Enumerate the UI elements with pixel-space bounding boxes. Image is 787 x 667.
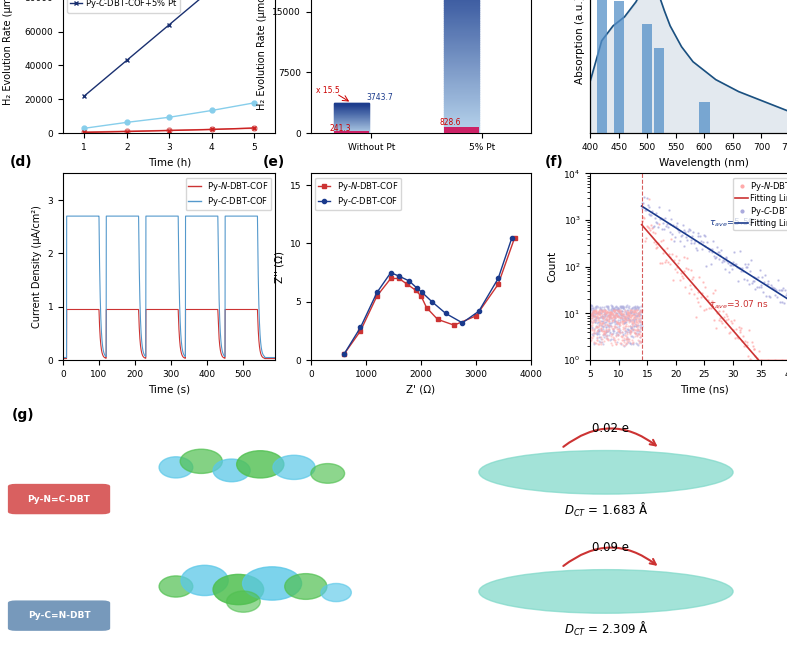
Bar bbox=[444, 127, 479, 133]
Bar bbox=[653, 48, 664, 133]
Py-$N$-DBT-COF bbox=[403, 280, 412, 288]
Text: $D_{CT}$ = 1.683 Å: $D_{CT}$ = 1.683 Å bbox=[563, 501, 648, 519]
Py-$C$-DBT-COF bbox=[412, 284, 421, 292]
Py-$C$-DBT-COF bbox=[386, 269, 395, 277]
Y-axis label: H₂ Evolution Rate (μmol/g/h): H₂ Evolution Rate (μmol/g/h) bbox=[257, 0, 267, 110]
Py-$N$-DBT-COF bbox=[356, 327, 365, 335]
Text: (e): (e) bbox=[262, 155, 285, 169]
Py-$N$-DBT-COF bbox=[471, 312, 481, 320]
Text: x 15.5: x 15.5 bbox=[316, 86, 340, 95]
Text: 241.3: 241.3 bbox=[330, 123, 351, 133]
FancyBboxPatch shape bbox=[8, 600, 110, 631]
X-axis label: Z' (Ω): Z' (Ω) bbox=[406, 384, 436, 394]
Text: $\tau_{ave}$=3.07 ns: $\tau_{ave}$=3.07 ns bbox=[709, 299, 768, 311]
Py-$N$-DBT-COF bbox=[433, 315, 442, 323]
Py-$N$-DBT-COF bbox=[386, 275, 395, 283]
Bar bbox=[642, 25, 652, 133]
Py-$C$-DBT-COF bbox=[474, 307, 483, 315]
Ellipse shape bbox=[237, 451, 284, 478]
Py-$N$-DBT-COF bbox=[339, 350, 349, 358]
Legend: Py-$N$-DBT-COF, Py-$C$-DBT-COF: Py-$N$-DBT-COF, Py-$C$-DBT-COF bbox=[315, 177, 401, 210]
Ellipse shape bbox=[213, 459, 250, 482]
Ellipse shape bbox=[159, 576, 193, 597]
Text: (d): (d) bbox=[9, 155, 32, 169]
Text: 0.02 e: 0.02 e bbox=[592, 422, 629, 436]
Text: 3743.7: 3743.7 bbox=[366, 93, 393, 102]
FancyBboxPatch shape bbox=[8, 484, 110, 514]
Ellipse shape bbox=[227, 591, 260, 612]
Py-$C$-DBT-COF bbox=[441, 309, 450, 317]
Py-$C$-DBT-COF bbox=[394, 272, 404, 280]
Py-$C$-DBT-COF bbox=[493, 275, 503, 283]
Py-$N$-DBT-COF bbox=[372, 292, 382, 300]
Py-$N$-DBT-COF bbox=[422, 303, 431, 311]
Ellipse shape bbox=[285, 574, 327, 600]
Y-axis label: Absorption (a.u.): Absorption (a.u.) bbox=[575, 0, 585, 84]
Line: Py-$N$-DBT-COF: Py-$N$-DBT-COF bbox=[342, 235, 517, 356]
Text: (f): (f) bbox=[545, 155, 563, 169]
Ellipse shape bbox=[321, 584, 351, 602]
Py-$C$-DBT-COF bbox=[417, 289, 427, 297]
Bar bbox=[597, 0, 607, 133]
Py-$N$-DBT-COF bbox=[449, 321, 459, 329]
Bar bbox=[699, 102, 710, 133]
Y-axis label: Current Density (μA/cm²): Current Density (μA/cm²) bbox=[32, 205, 42, 328]
Bar bbox=[614, 1, 624, 133]
Legend: Py-$N$-DBT-COF, Fitting Line, Py-$C$-DBT-COF, Fitting Line: Py-$N$-DBT-COF, Fitting Line, Py-$C$-DBT… bbox=[733, 177, 787, 230]
Y-axis label: Z'' (Ω): Z'' (Ω) bbox=[274, 251, 284, 283]
Py-$N$-DBT-COF bbox=[416, 292, 426, 300]
Py-$C$-DBT-COF bbox=[508, 233, 517, 241]
Py-$N$-DBT-COF bbox=[493, 280, 503, 288]
Ellipse shape bbox=[159, 457, 193, 478]
Legend: Py-$N$-DBT-COF, Py-$C$-DBT-COF: Py-$N$-DBT-COF, Py-$C$-DBT-COF bbox=[186, 177, 272, 210]
Py-$C$-DBT-COF bbox=[356, 323, 365, 331]
X-axis label: Wavelength (nm): Wavelength (nm) bbox=[660, 157, 749, 167]
Text: Py-C=N-DBT: Py-C=N-DBT bbox=[28, 611, 91, 620]
Ellipse shape bbox=[180, 449, 223, 474]
Ellipse shape bbox=[181, 566, 228, 596]
Py-$N$-DBT-COF bbox=[394, 275, 404, 283]
Ellipse shape bbox=[273, 456, 315, 480]
Line: Py-$C$-DBT-COF: Py-$C$-DBT-COF bbox=[342, 235, 514, 356]
Ellipse shape bbox=[311, 464, 345, 484]
Bar bbox=[334, 131, 369, 133]
X-axis label: Time (ns): Time (ns) bbox=[680, 384, 729, 394]
Py-$N$-DBT-COF bbox=[510, 233, 519, 241]
Py-$C$-DBT-COF bbox=[427, 297, 437, 305]
X-axis label: Time (s): Time (s) bbox=[148, 384, 190, 394]
Py-$C$-DBT-COF bbox=[339, 350, 349, 358]
Py-$C$-DBT-COF bbox=[405, 277, 414, 285]
Ellipse shape bbox=[213, 574, 264, 605]
Text: (g): (g) bbox=[12, 408, 35, 422]
Ellipse shape bbox=[478, 450, 733, 494]
Text: Py-N=C-DBT: Py-N=C-DBT bbox=[28, 494, 91, 504]
Y-axis label: H₂ Evolution Rate (μmol/g): H₂ Evolution Rate (μmol/g) bbox=[3, 0, 13, 105]
Text: $\tau_{ave}$=5.59 ns: $\tau_{ave}$=5.59 ns bbox=[709, 217, 768, 229]
Text: 0.09 e: 0.09 e bbox=[592, 542, 629, 554]
Py-$N$-DBT-COF bbox=[411, 286, 420, 294]
Ellipse shape bbox=[242, 567, 301, 600]
Legend: Py-$N$-DBT-COF, Py-$C$-DBT-COF, Py-$N$-DBT-COF+5% Pt, Py-$C$-DBT-COF+5% Pt: Py-$N$-DBT-COF, Py-$C$-DBT-COF, Py-$N$-D… bbox=[67, 0, 180, 13]
X-axis label: Time (h): Time (h) bbox=[148, 157, 190, 167]
Y-axis label: Count: Count bbox=[548, 251, 558, 282]
Text: 828.6: 828.6 bbox=[440, 118, 461, 127]
Ellipse shape bbox=[478, 570, 733, 613]
Py-$C$-DBT-COF bbox=[372, 289, 382, 297]
Py-$C$-DBT-COF bbox=[458, 319, 467, 327]
Text: $D_{CT}$ = 2.309 Å: $D_{CT}$ = 2.309 Å bbox=[563, 620, 648, 638]
